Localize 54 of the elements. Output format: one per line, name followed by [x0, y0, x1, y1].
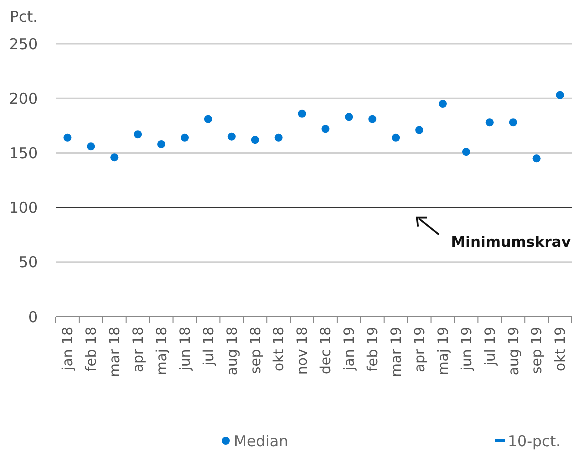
x-tick-label: jan 18 — [60, 327, 77, 372]
x-tick-label: okt 18 — [272, 327, 288, 372]
x-tick-label: jan 19 — [342, 327, 358, 372]
point — [368, 115, 377, 124]
ref-line-label: Minimumskrav — [451, 234, 572, 251]
point — [416, 126, 424, 134]
point — [204, 115, 212, 124]
point — [274, 134, 283, 142]
x-tick-label: aug 18 — [224, 327, 241, 376]
x-tick-label: dec 18 — [318, 327, 335, 374]
point — [509, 118, 518, 127]
point — [110, 154, 119, 162]
y-axis-title: Pct. — [10, 8, 38, 26]
x-tick-label: apr 18 — [130, 327, 147, 372]
y-tick-label: 150 — [9, 144, 38, 162]
legend-label: 10-pct. — [508, 432, 561, 450]
x-tick-label: sep 19 — [530, 327, 546, 374]
x-tick-label: aug 19 — [506, 327, 522, 376]
x-tick-label: apr 19 — [412, 327, 428, 372]
y-tick-label: 100 — [9, 199, 38, 218]
y-tick-label: 0 — [28, 308, 38, 326]
legend-label: Median — [234, 432, 289, 450]
x-tick-label: feb 18 — [84, 327, 100, 372]
x-tick-label: jun 18 — [178, 327, 194, 372]
x-tick-label: okt 19 — [553, 327, 570, 372]
point — [486, 118, 494, 127]
point — [298, 110, 306, 118]
point — [345, 113, 354, 122]
x-tick-label: nov 18 — [295, 327, 312, 375]
point — [181, 134, 189, 142]
point — [87, 142, 96, 151]
x-tick-label: mar 18 — [108, 327, 124, 378]
x-tick-label: mar 19 — [388, 327, 405, 378]
point — [556, 91, 564, 100]
point — [532, 154, 541, 163]
point — [134, 130, 142, 139]
point — [64, 134, 72, 142]
x-tick-label: jul 18 — [201, 327, 218, 367]
point — [322, 125, 330, 134]
y-tick-label: 50 — [18, 254, 38, 272]
y-tick-label: 200 — [9, 90, 38, 108]
point — [392, 134, 400, 142]
point — [439, 100, 447, 108]
x-tick-label: maj 19 — [436, 327, 452, 376]
x-tick-label: sep 18 — [248, 327, 264, 374]
x-tick-label: jul 19 — [482, 327, 499, 367]
point — [158, 140, 166, 148]
x-tick-label: jun 19 — [459, 327, 476, 372]
x-tick-label: feb 19 — [366, 327, 382, 372]
point — [251, 136, 260, 144]
point — [462, 148, 470, 156]
point — [228, 132, 236, 141]
x-tick-label: maj 18 — [154, 327, 170, 376]
y-tick-label: 250 — [9, 35, 38, 54]
